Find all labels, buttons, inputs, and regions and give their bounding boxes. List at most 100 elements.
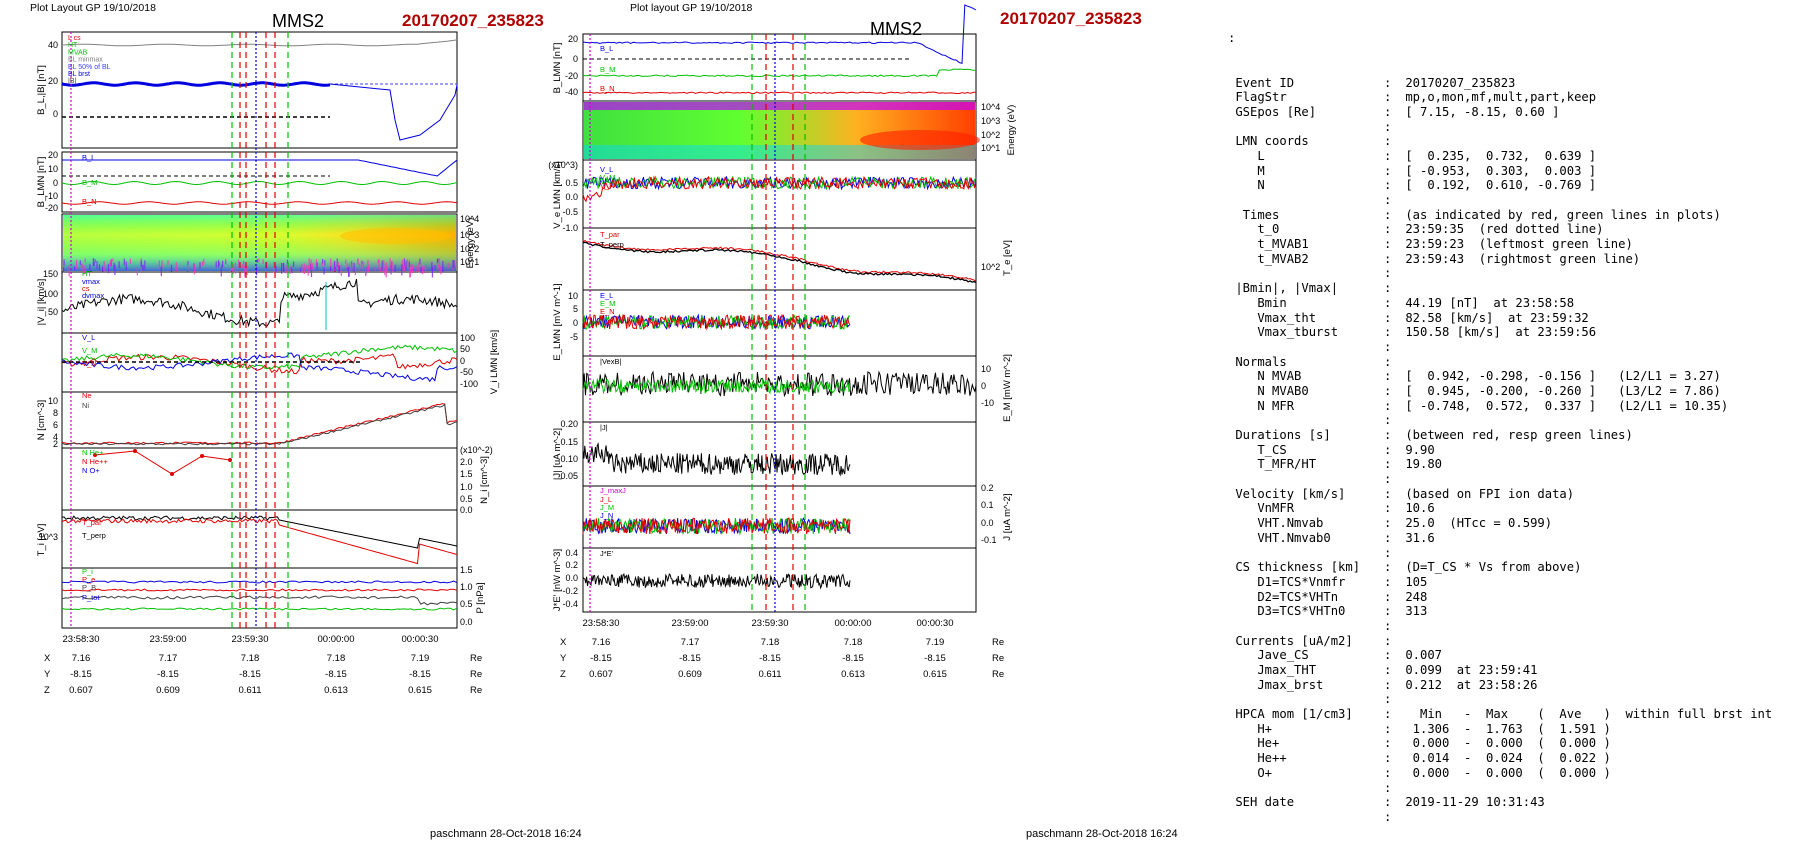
summary-value: [ 0.192, 0.610, -0.769 ] (1398, 178, 1597, 193)
left-spectrogram-speckle (103, 261, 105, 271)
right-event: 20170207_235823 (1000, 9, 1142, 28)
summary-colon: : (1384, 90, 1392, 105)
right-time-tick: 23:59:30 (752, 618, 789, 629)
left-spectrogram-speckle (381, 260, 383, 271)
summary-colon: : (1384, 589, 1392, 604)
left-ytick: 10 (48, 396, 58, 406)
right-time-tick: 23:59:00 (672, 618, 709, 629)
left-ytick: 10^3 (39, 532, 58, 542)
right-panel-frame (582, 227, 977, 291)
summary-value: 23:59:35 (red dotted line) (1398, 222, 1604, 237)
left-legend: N He+ (82, 448, 104, 457)
summary-key: N MVAB (1228, 369, 1302, 384)
summary-value (1398, 281, 1405, 295)
summary-value: (based on FPI ion data) (1398, 486, 1575, 501)
summary-key: Vmax_tht (1228, 310, 1317, 325)
left-spectrogram-speckle (98, 264, 100, 271)
left-spectrogram-speckle (187, 260, 189, 265)
right-legend: V_N (600, 181, 615, 190)
right-table-cell: 0.611 (758, 669, 781, 680)
right-table-cell: 0.613 (841, 669, 865, 680)
left-ytick: 10^3 (460, 230, 479, 240)
left-table-cell: 7.18 (327, 653, 346, 664)
left-spectrogram-speckle (345, 259, 347, 264)
summary-key: FlagStr (1228, 90, 1287, 105)
left-B-magnitude-line (61, 39, 458, 47)
right-ytick: -5 (570, 332, 578, 342)
summary-value (1398, 340, 1405, 354)
right-table-cell: -8.15 (924, 653, 946, 664)
summary-value: Min - Max ( Ave ) within full brst int (1398, 707, 1773, 722)
left-header: Plot Layout GP 19/10/2018 (30, 2, 156, 14)
summary-row: VnMFR: 10.6 (1228, 501, 1798, 516)
summary-key: |Bmin|, |Vmax| (1228, 281, 1339, 296)
left-legend: N O+ (82, 466, 100, 475)
left-Ni-line (61, 403, 458, 446)
summary-colon: : (1384, 663, 1392, 677)
left-spectrogram-speckle (401, 259, 403, 270)
left-ytick: 0 (53, 178, 58, 188)
summary-colon: : (1384, 560, 1392, 575)
left-spectrogram-speckle (434, 264, 436, 270)
left-spectrogram-speckle (394, 264, 396, 273)
summary-colon: : (1384, 383, 1392, 398)
left-spectrogram-speckle (140, 260, 142, 267)
right-ytick: 10 (981, 364, 991, 374)
summary-colon: : (1384, 237, 1392, 252)
left-spectrogram-speckle (114, 264, 116, 276)
left-BL-brst-line (61, 81, 331, 87)
summary-colon: : (1384, 134, 1392, 149)
left-legend-b: BL minmax (68, 57, 103, 64)
summary-row: HPCA mom [1/cm3]: Min - Max ( Ave ) with… (1228, 707, 1798, 722)
left-ytick: 50 (460, 344, 470, 354)
left-spectrogram-speckle (420, 267, 422, 274)
right-legend: E_L (600, 291, 613, 300)
left-spectrogram-speckle (281, 262, 283, 274)
left-legend-b: L cs (68, 35, 81, 42)
summary-colon: : (1384, 809, 1392, 824)
left-legend: vmax (82, 277, 100, 286)
summary-value: 19.80 (1398, 457, 1443, 472)
left-time-tick: 00:00:30 (402, 634, 439, 645)
left-BL-tail-line (329, 83, 458, 141)
summary-value (1398, 472, 1405, 486)
right-legend: B_M (600, 65, 615, 74)
left-spectrogram-speckle (418, 262, 420, 273)
summary-row: D1=TCS*Vnmfr: 105 (1228, 575, 1798, 590)
right-legend: E_M (600, 299, 615, 308)
summary-value: 105 (1398, 574, 1428, 589)
summary-colon: : (1384, 310, 1392, 325)
summary-value: [ 0.945, -0.200, -0.260 ] (L3/L2 = 7.86) (1398, 383, 1721, 398)
right-ylabel-energy: Energy (eV) (1006, 105, 1017, 156)
summary-row: : (1228, 120, 1798, 135)
left-panel-frame (61, 31, 458, 149)
left-He-plus-plus-line (94, 450, 231, 475)
left-spectrogram-speckle (199, 262, 201, 270)
left-spectrogram-speckle (424, 264, 427, 274)
summary-key (1228, 266, 1384, 281)
left-spectrogram-speckle (340, 265, 342, 277)
summary-colon: : (1384, 765, 1392, 780)
left-ytick: 2 (53, 439, 58, 449)
left-spectrogram-speckle (81, 263, 83, 273)
left-ytick: -100 (460, 379, 478, 389)
summary-row: Jmax_brst: 0.212 at 23:58:26 (1228, 678, 1798, 693)
right-legend: T_par (600, 230, 620, 239)
left-legend: P_e (82, 575, 95, 584)
left-spectrogram-speckle (402, 266, 404, 271)
left-ylabel: B_L,|B| [nT] (36, 65, 47, 115)
left-spectrogram-speckle (92, 258, 94, 266)
left-legend-b: BL brst (68, 71, 90, 78)
left-spectrogram-speckle (142, 264, 144, 270)
right-VexB-line (582, 370, 977, 398)
right-table-row-label: Y (560, 653, 567, 664)
left-legend: dvmax (82, 291, 104, 300)
left-footer: paschmann 28-Oct-2018 16:24 (430, 828, 582, 840)
left-ytick: 0 (460, 356, 465, 366)
summary-row: N MVAB: [ 0.942, -0.298, -0.156 ] (L2/L1… (1228, 369, 1798, 384)
right-panel-frame (582, 33, 977, 102)
summary-value (1398, 193, 1405, 207)
summary-key: Times (1228, 207, 1280, 222)
left-spectrogram-speckle (322, 259, 324, 264)
left-panel-frame (61, 567, 458, 629)
